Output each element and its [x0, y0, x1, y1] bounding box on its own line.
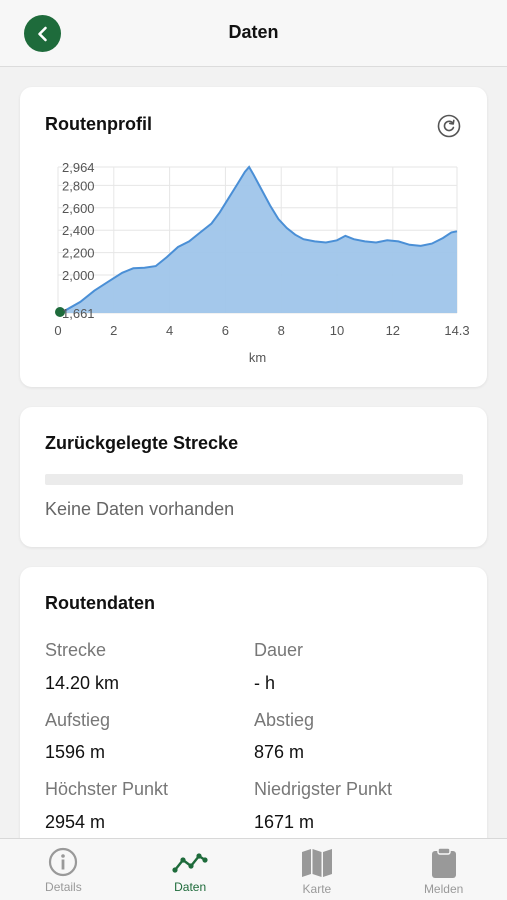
dauer-value: - h [254, 673, 276, 693]
strecke-label: Strecke [45, 640, 107, 660]
x-tick-label: 6 [222, 323, 229, 338]
y-tick-label: 2,964 [62, 160, 95, 175]
x-tick-label: 8 [278, 323, 285, 338]
clipboard-icon [431, 847, 456, 878]
niedrigster-punkt-value: 1671 m [254, 812, 315, 832]
back-button[interactable] [24, 15, 61, 52]
hoechster-punkt-label: Höchster Punkt [45, 779, 169, 799]
elevation-chart[interactable]: 1,661 2,000 2,200 2,400 2,600 2,800 2,964 0 2 4 6 8… [20, 87, 487, 387]
tab-melden[interactable]: Melden [380, 839, 507, 900]
abstieg-value: 876 m [254, 742, 305, 762]
map-icon [301, 849, 332, 877]
x-tick-label: 12 [386, 323, 400, 338]
routedata-card: Routendaten Strecke 14.20 km Dauer - h A… [20, 567, 487, 838]
no-data-text: Keine Daten vorhanden [45, 499, 235, 519]
elevation-area [58, 167, 457, 313]
aufstieg-value: 1596 m [45, 742, 106, 762]
distance-card: Zurückgelegte Strecke Keine Daten vorhan… [20, 407, 487, 547]
niedrigster-punkt-label: Niedrigster Punkt [254, 779, 393, 799]
distance-title: Zurückgelegte Strecke [45, 433, 239, 453]
profile-card: Routenprofil 1,661 2,000 2,200 2,400 2,600 2,… [20, 87, 487, 387]
routedata-title: Routendaten [45, 593, 155, 613]
distance-progress-bar [45, 474, 463, 485]
x-tick-label: 0 [54, 323, 61, 338]
tab-details-label: Details [45, 880, 82, 894]
tab-karte-label: Karte [302, 882, 332, 896]
aufstieg-label: Aufstieg [45, 710, 111, 730]
x-tick-label: 2 [110, 323, 117, 338]
y-tick-label: 2,800 [62, 178, 95, 193]
tab-daten[interactable]: Daten [127, 839, 254, 900]
x-axis-title: km [249, 350, 266, 365]
tab-details[interactable]: Details [0, 839, 127, 900]
y-tick-label: 2,200 [62, 246, 95, 261]
y-tick-label: 1,661 [62, 306, 95, 321]
tab-karte[interactable]: Karte [254, 839, 381, 900]
start-marker [55, 307, 65, 317]
chevron-left-icon [37, 26, 47, 41]
y-tick-label: 2,600 [62, 201, 95, 216]
tab-bar: Details Daten Karte Melden [0, 838, 507, 900]
elevation-line [57, 165, 458, 314]
refresh-icon[interactable] [437, 114, 461, 138]
tab-daten-label: Daten [174, 880, 207, 894]
abstieg-label: Abstieg [254, 710, 315, 730]
y-tick-label: 2,400 [62, 223, 95, 238]
hoechster-punkt-value: 2954 m [45, 812, 106, 832]
chart-line-icon [172, 853, 208, 873]
scroll-content[interactable]: Routenprofil 1,661 2,000 2,200 2,400 2,600 2,… [0, 67, 507, 838]
x-tick-label: 14.3 [444, 323, 469, 338]
app-header: Daten [0, 0, 507, 67]
info-icon [49, 847, 78, 877]
x-tick-label: 4 [166, 323, 173, 338]
x-tick-label: 10 [330, 323, 344, 338]
y-tick-label: 2,000 [62, 268, 95, 283]
tab-melden-label: Melden [423, 882, 464, 896]
page-title: Daten [228, 22, 279, 42]
dauer-label: Dauer [254, 640, 304, 660]
profile-title: Routenprofil [45, 114, 152, 134]
strecke-value: 14.20 km [45, 673, 120, 693]
